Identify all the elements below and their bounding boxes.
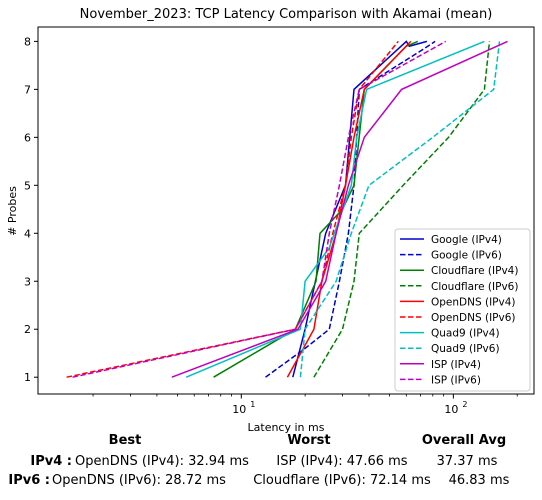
legend-label: OpenDNS (IPv4) [431, 296, 516, 308]
legend-label: Google (IPv4) [431, 234, 502, 246]
series-line [213, 40, 419, 378]
plot-area: 1 2 3 4 5 6 7 8 10 1 10 2 [24, 26, 535, 416]
legend-label: Quad9 (IPv4) [431, 328, 500, 340]
y-tick-label: 3 [24, 275, 31, 288]
x-tick-exponent: 1 [250, 400, 255, 409]
summary-row-best: OpenDNS (IPv4): 32.94 ms [75, 454, 249, 469]
x-axis-label: Latency in ms [248, 421, 325, 434]
chart-title: November_2023: TCP Latency Comparison wi… [80, 7, 493, 22]
legend-label: ISP (IPv4) [431, 359, 481, 371]
legend-label: Google (IPv6) [431, 250, 502, 262]
series-line [265, 40, 436, 378]
summary-row-best: OpenDNS (IPv6): 28.72 ms [52, 473, 226, 488]
legend-box [394, 228, 531, 392]
legend: Google (IPv4) Google (IPv6) Cloudflare (IP… [394, 228, 531, 392]
summary-header-best: Best [109, 433, 142, 448]
series-line [171, 40, 508, 378]
y-tick-label: 2 [24, 323, 31, 336]
x-tick-label: 10 [444, 403, 458, 416]
summary-row-label: IPv6 : [8, 473, 50, 488]
series-line [313, 41, 491, 378]
y-tick-label: 1 [24, 371, 31, 384]
legend-label: Cloudflare (IPv6) [431, 281, 518, 293]
summary-table: Best Worst Overall Avg IPv4 : OpenDNS (I… [8, 433, 509, 488]
y-tick-label: 6 [24, 131, 31, 144]
y-tick-label: 7 [24, 83, 31, 96]
x-tick-exponent: 2 [462, 400, 467, 409]
summary-row-worst: ISP (IPv4): 47.66 ms [276, 454, 407, 469]
plot-frame [37, 26, 535, 395]
summary-row-worst: Cloudflare (IPv6): 72.14 ms [253, 473, 431, 488]
series-line [66, 40, 399, 378]
y-tick-label: 4 [24, 227, 31, 240]
summary-row-label: IPv4 : [30, 454, 72, 469]
series-line [299, 41, 501, 378]
series-line [72, 40, 447, 378]
summary-row-avg: 37.37 ms [437, 454, 498, 469]
series-line [286, 40, 412, 378]
y-tick-label: 8 [24, 35, 31, 48]
y-axis-label: # Probes [6, 186, 19, 236]
summary-row-avg: 46.83 ms [449, 473, 510, 488]
x-tick-label: 10 [232, 403, 246, 416]
summary-header-worst: Worst [287, 433, 330, 448]
legend-label: OpenDNS (IPv6) [431, 312, 516, 324]
legend-label: ISP (IPv6) [431, 374, 481, 386]
legend-label: Cloudflare (IPv4) [431, 265, 518, 277]
legend-label: Quad9 (IPv6) [431, 343, 500, 355]
y-tick-label: 5 [24, 179, 31, 192]
summary-header-avg: Overall Avg [422, 433, 506, 448]
